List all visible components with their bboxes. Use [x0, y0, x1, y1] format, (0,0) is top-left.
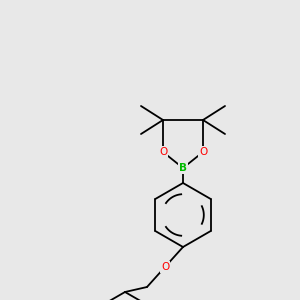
Text: O: O: [161, 262, 169, 272]
Text: O: O: [199, 147, 207, 157]
Text: B: B: [179, 163, 187, 173]
Text: O: O: [159, 147, 167, 157]
